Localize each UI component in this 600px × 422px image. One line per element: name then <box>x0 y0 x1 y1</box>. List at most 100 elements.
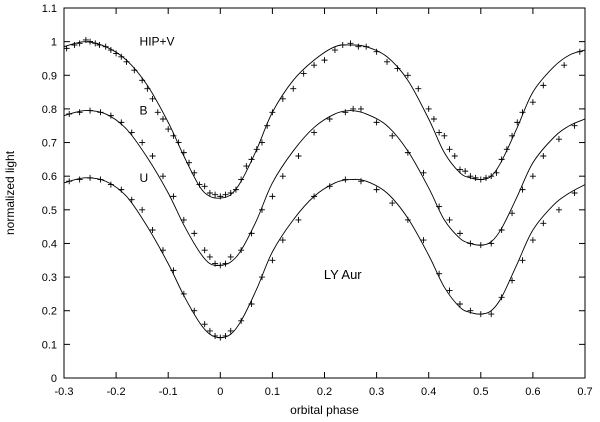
observation-point <box>87 38 94 45</box>
observation-point <box>96 42 103 48</box>
y-tick-label: 0.6 <box>42 171 57 183</box>
x-tick-label: -0.2 <box>107 386 126 398</box>
observation-point <box>180 149 187 156</box>
observation-point <box>66 110 73 117</box>
observation-point <box>258 206 265 213</box>
observation-point <box>436 129 443 136</box>
observation-point <box>238 317 245 324</box>
observation-point <box>63 45 70 52</box>
y-tick-label: 1.1 <box>42 3 57 15</box>
observation-point <box>571 190 578 196</box>
observation-point <box>149 95 156 102</box>
observation-point <box>326 183 333 190</box>
series-hip-v: HIP+V <box>63 35 586 200</box>
observation-point <box>342 109 349 116</box>
observation-point <box>441 132 448 139</box>
observation-point <box>415 85 422 92</box>
observation-point <box>326 116 333 122</box>
observation-point <box>420 237 427 244</box>
observation-point <box>477 176 484 183</box>
observation-point <box>118 186 125 193</box>
observation-point <box>118 119 125 126</box>
observation-point <box>456 230 463 237</box>
observation-point <box>212 260 219 267</box>
observation-point <box>227 190 234 196</box>
y-tick-label: 0.8 <box>42 104 57 116</box>
observation-point <box>467 307 474 314</box>
observation-point <box>139 77 146 84</box>
observation-point <box>321 57 328 64</box>
observation-point <box>342 176 349 183</box>
observation-point <box>467 173 474 180</box>
observation-point <box>243 163 250 170</box>
observation-point <box>509 132 516 139</box>
observation-point <box>290 85 297 92</box>
observation-point <box>139 139 146 146</box>
observation-point <box>311 193 318 200</box>
observation-point <box>279 173 286 180</box>
observation-point <box>123 58 130 65</box>
x-tick-label: -0.1 <box>159 386 178 398</box>
observation-point <box>498 156 505 163</box>
observation-point <box>446 287 453 294</box>
observation-point <box>107 112 114 119</box>
observation-point <box>238 176 245 183</box>
observation-point <box>196 181 203 188</box>
observation-point <box>404 72 411 79</box>
model-curve <box>63 41 586 199</box>
observation-point <box>92 40 99 47</box>
observation-point <box>357 105 364 112</box>
observation-point <box>159 247 166 254</box>
observation-point <box>97 109 104 116</box>
observation-point <box>555 206 562 213</box>
observation-point <box>514 119 521 126</box>
observation-point <box>295 216 302 223</box>
observation-point <box>331 47 338 54</box>
observation-point <box>529 237 536 244</box>
observation-point <box>82 36 89 43</box>
y-axis-label: normalized light <box>3 150 17 235</box>
observation-point <box>139 206 146 213</box>
observation-point <box>425 105 432 112</box>
observation-point <box>87 107 94 114</box>
observation-point <box>446 146 453 153</box>
observation-point <box>373 186 380 193</box>
observation-point <box>404 216 411 223</box>
observation-point <box>389 200 396 207</box>
plot-area: -0.3 -0.2 -0.1 0 0.1 0.2 0.3 0.4 0.5 0.6 0.7 0 0.1 0.… <box>42 3 593 398</box>
observation-point <box>363 43 370 50</box>
x-tick-label: 0.5 <box>473 386 488 398</box>
x-tick-label: 0.7 <box>577 386 592 398</box>
x-tick-label: 0.4 <box>421 386 436 398</box>
observation-point <box>529 173 536 180</box>
observation-point <box>222 191 229 198</box>
observation-point <box>456 301 463 307</box>
observation-point <box>191 307 198 314</box>
observation-point <box>373 119 380 126</box>
observation-point <box>295 153 302 159</box>
observation-point <box>227 253 234 260</box>
observation-point <box>113 50 120 57</box>
observation-point <box>509 277 516 284</box>
observation-point <box>446 216 453 223</box>
observation-point <box>519 109 526 116</box>
plot-frame <box>63 7 586 379</box>
observation-point <box>488 240 495 247</box>
observation-point <box>222 260 229 267</box>
observation-point <box>154 109 161 116</box>
observation-point <box>436 203 443 210</box>
x-tick-label: 0.3 <box>369 386 384 398</box>
observation-point <box>253 146 260 153</box>
series-u: U <box>63 171 586 341</box>
observation-point <box>232 186 239 193</box>
observation-point <box>71 42 78 48</box>
y-tick-label: 0.9 <box>42 70 57 82</box>
observation-point <box>248 230 255 237</box>
observation-point <box>170 267 177 274</box>
observation-point <box>180 216 187 223</box>
observation-point <box>540 82 547 89</box>
observation-point <box>561 62 568 69</box>
series-b: B <box>63 104 586 269</box>
y-tick-label: 0.1 <box>42 339 57 351</box>
observation-point <box>191 169 198 176</box>
